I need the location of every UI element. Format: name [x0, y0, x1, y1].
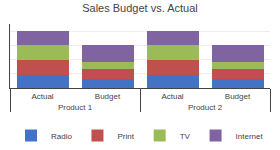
svg-text:Product 1: Product 1: [58, 103, 93, 112]
svg-text:Budget: Budget: [225, 92, 251, 101]
svg-text:Print: Print: [117, 132, 134, 141]
svg-text:Sales Budget vs. Actual: Sales Budget vs. Actual: [82, 2, 198, 14]
svg-text:TV: TV: [180, 132, 191, 141]
svg-text:Internet: Internet: [236, 132, 264, 141]
svg-text:Product 2: Product 2: [188, 103, 223, 112]
svg-text:Budget: Budget: [95, 92, 121, 101]
svg-text:Radio: Radio: [51, 132, 72, 141]
svg-text:Actual: Actual: [161, 92, 183, 101]
svg-text:Actual: Actual: [31, 92, 53, 101]
